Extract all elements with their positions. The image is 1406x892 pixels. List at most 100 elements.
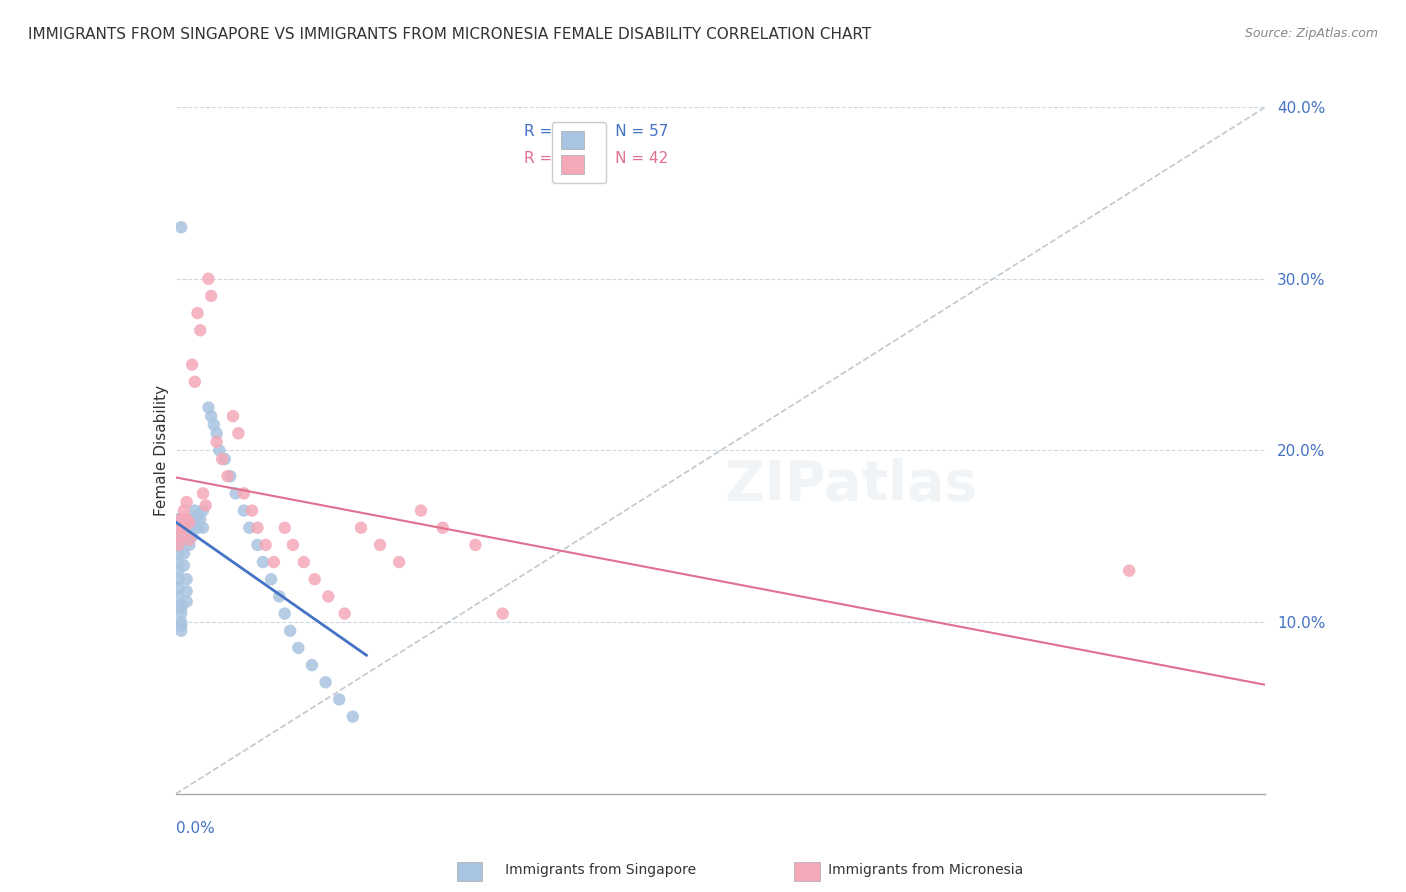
Point xyxy=(176,495,198,509)
Point xyxy=(208,443,231,458)
Point xyxy=(179,516,201,530)
Text: 0.0%: 0.0% xyxy=(176,822,215,837)
Point xyxy=(269,590,291,604)
Point xyxy=(170,607,193,621)
Point xyxy=(260,572,283,586)
Point xyxy=(274,521,297,535)
Point xyxy=(205,426,228,441)
Point xyxy=(254,538,277,552)
Point xyxy=(492,607,515,621)
Point xyxy=(173,558,195,573)
Point xyxy=(167,572,190,586)
Point xyxy=(173,546,195,561)
Point xyxy=(167,564,190,578)
Point xyxy=(464,538,486,552)
Point xyxy=(238,521,260,535)
Point xyxy=(176,584,198,599)
Point xyxy=(432,521,454,535)
Point xyxy=(328,692,350,706)
Text: R = 0.300   N = 57: R = 0.300 N = 57 xyxy=(524,124,669,138)
Point xyxy=(214,452,236,467)
Point xyxy=(263,555,285,569)
Point xyxy=(170,601,193,615)
Point xyxy=(281,538,304,552)
Point xyxy=(167,521,190,535)
Point xyxy=(167,538,190,552)
Point xyxy=(368,538,391,552)
Point xyxy=(246,538,269,552)
Point xyxy=(179,524,201,538)
Point xyxy=(170,615,193,630)
Point xyxy=(170,598,193,612)
Point xyxy=(179,533,201,547)
Point xyxy=(186,306,209,320)
Point xyxy=(191,503,214,517)
Y-axis label: Female Disability: Female Disability xyxy=(153,384,169,516)
Point xyxy=(202,417,225,432)
Point xyxy=(287,640,309,655)
Point xyxy=(179,538,201,552)
Point xyxy=(304,572,326,586)
Point xyxy=(167,581,190,595)
Point xyxy=(176,572,198,586)
Point xyxy=(173,521,195,535)
Point xyxy=(274,607,297,621)
Point xyxy=(176,512,198,526)
Point xyxy=(315,675,337,690)
Point xyxy=(246,521,269,535)
Point xyxy=(1118,564,1140,578)
Point xyxy=(167,590,190,604)
Point xyxy=(197,401,219,415)
Point xyxy=(225,486,247,500)
Point xyxy=(205,434,228,449)
Point xyxy=(170,624,193,638)
Point xyxy=(173,503,195,517)
Text: Immigrants from Singapore: Immigrants from Singapore xyxy=(492,863,696,877)
Point xyxy=(181,358,204,372)
Point xyxy=(179,512,201,526)
Point xyxy=(170,529,193,543)
Point xyxy=(211,452,233,467)
Point xyxy=(188,323,211,337)
Point xyxy=(173,533,195,547)
Text: IMMIGRANTS FROM SINGAPORE VS IMMIGRANTS FROM MICRONESIA FEMALE DISABILITY CORREL: IMMIGRANTS FROM SINGAPORE VS IMMIGRANTS … xyxy=(28,27,872,42)
Point xyxy=(217,469,239,483)
Legend: , : , xyxy=(553,121,606,183)
Point xyxy=(292,555,315,569)
Point xyxy=(228,426,250,441)
Point xyxy=(252,555,274,569)
Point xyxy=(232,503,254,517)
Point xyxy=(170,512,193,526)
Point xyxy=(200,289,222,303)
Point xyxy=(184,516,207,530)
Point xyxy=(173,521,195,535)
Text: ZIPatlas: ZIPatlas xyxy=(724,458,979,512)
Point xyxy=(184,503,207,517)
Point xyxy=(167,546,190,561)
Point xyxy=(197,271,219,285)
Point xyxy=(301,658,323,673)
Point xyxy=(167,538,190,552)
Point xyxy=(350,521,373,535)
Point xyxy=(232,486,254,500)
Text: Source: ZipAtlas.com: Source: ZipAtlas.com xyxy=(1244,27,1378,40)
Point xyxy=(181,529,204,543)
Point xyxy=(167,555,190,569)
Point xyxy=(240,503,263,517)
Point xyxy=(278,624,301,638)
Point xyxy=(176,594,198,608)
Point xyxy=(186,508,209,523)
Point xyxy=(167,529,190,543)
Text: Immigrants from Micronesia: Immigrants from Micronesia xyxy=(815,863,1024,877)
Point xyxy=(170,220,193,235)
Point xyxy=(167,521,190,535)
Point xyxy=(200,409,222,423)
Point xyxy=(191,521,214,535)
Point xyxy=(186,521,209,535)
Point xyxy=(181,516,204,530)
Point xyxy=(191,486,214,500)
Point xyxy=(167,512,190,526)
Point xyxy=(222,409,245,423)
Point xyxy=(184,375,207,389)
Point xyxy=(219,469,242,483)
